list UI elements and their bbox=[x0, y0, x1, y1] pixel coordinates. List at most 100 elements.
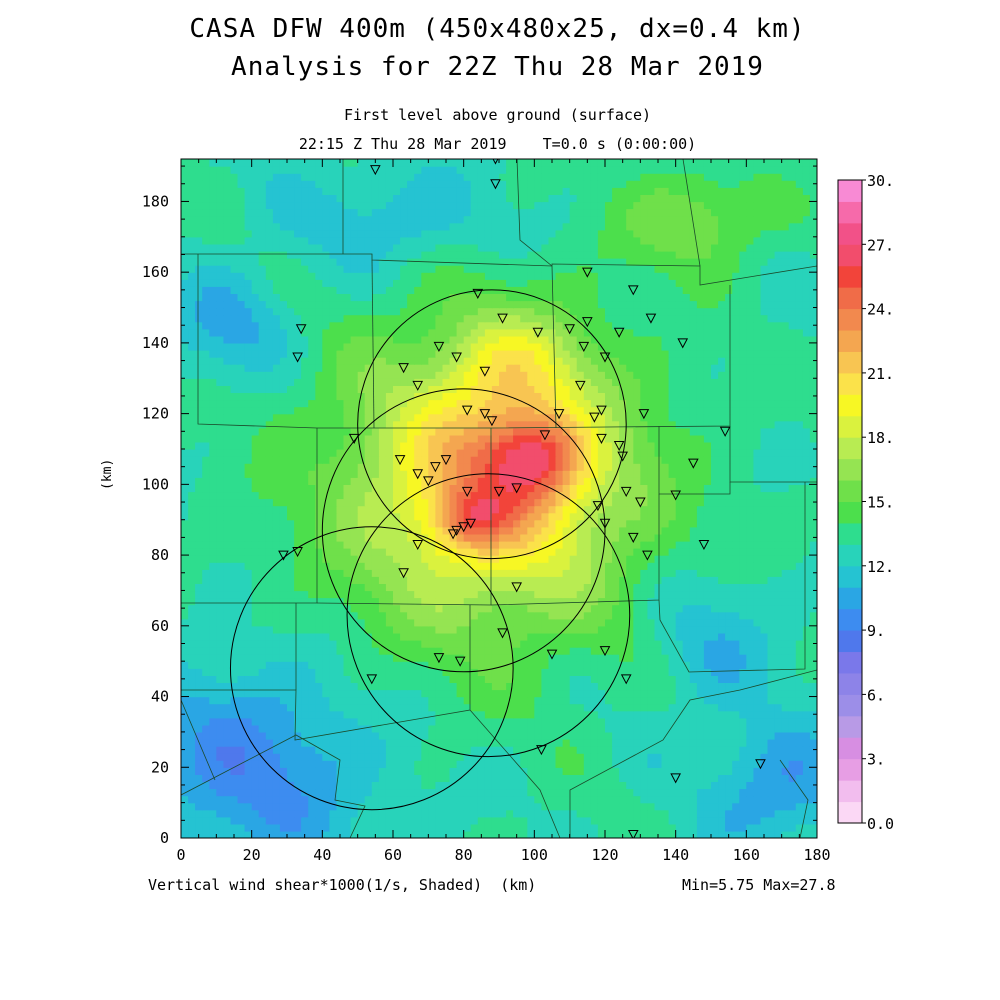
shear-field-cell bbox=[188, 668, 196, 676]
shear-field-cell bbox=[428, 512, 436, 521]
shear-field-cell bbox=[364, 696, 373, 705]
shear-field-cell bbox=[272, 498, 281, 507]
shear-field-cell bbox=[322, 470, 330, 478]
shear-field-cell bbox=[181, 661, 189, 669]
shear-field-cell bbox=[407, 555, 415, 563]
shear-field-cell bbox=[725, 823, 733, 832]
shear-field-cell bbox=[668, 449, 677, 457]
shear-field-cell bbox=[251, 540, 260, 549]
shear-field-cell bbox=[668, 611, 677, 620]
shear-field-cell bbox=[661, 583, 670, 592]
shear-field-cell bbox=[675, 512, 684, 521]
shear-field-cell bbox=[279, 767, 288, 775]
shear-field-cell bbox=[675, 505, 684, 514]
shear-field-cell bbox=[555, 618, 564, 627]
shear-field-cell bbox=[357, 830, 366, 838]
shear-field-cell bbox=[583, 526, 592, 535]
shear-field-cell bbox=[696, 830, 705, 838]
shear-field-cell bbox=[711, 753, 719, 761]
shear-field-cell bbox=[583, 491, 592, 500]
shear-field-cell bbox=[209, 463, 217, 471]
shear-field-cell bbox=[781, 498, 790, 507]
shear-field-cell bbox=[364, 484, 373, 493]
shear-field-cell bbox=[421, 647, 429, 655]
shear-field-cell bbox=[626, 618, 634, 627]
shear-field-cell bbox=[223, 491, 232, 500]
shear-field-cell bbox=[385, 449, 394, 457]
shear-field-cell bbox=[703, 689, 712, 698]
shear-field-cell bbox=[442, 795, 451, 804]
shear-field-cell bbox=[435, 519, 444, 528]
shear-field-cell bbox=[576, 661, 585, 669]
shear-field-cell bbox=[378, 618, 387, 627]
shear-field-cell bbox=[385, 583, 394, 592]
shear-field-cell bbox=[301, 512, 309, 521]
shear-field-cell bbox=[223, 625, 232, 634]
shear-field-cell bbox=[251, 526, 260, 535]
shear-field-cell bbox=[576, 625, 585, 634]
shear-field-cell bbox=[322, 753, 330, 761]
shear-field-cell bbox=[555, 463, 564, 471]
shear-field-cell bbox=[548, 682, 557, 691]
shear-field-cell bbox=[619, 753, 627, 761]
shear-field-cell bbox=[364, 555, 373, 563]
shear-field-cell bbox=[301, 604, 309, 613]
shear-field-cell bbox=[421, 668, 429, 676]
shear-field-cell bbox=[597, 739, 606, 747]
shear-field-cell bbox=[287, 583, 295, 592]
shear-field-cell bbox=[357, 710, 366, 719]
shear-field-cell bbox=[449, 470, 458, 478]
shear-field-cell bbox=[442, 484, 451, 493]
shear-field-cell bbox=[675, 788, 684, 797]
shear-field-cell bbox=[364, 717, 373, 726]
shear-field-cell bbox=[364, 746, 373, 754]
shear-field-cell bbox=[725, 724, 733, 733]
shear-field-cell bbox=[315, 441, 323, 450]
shear-field-cell bbox=[590, 640, 599, 648]
shear-field-cell bbox=[414, 689, 422, 698]
shear-field-cell bbox=[781, 625, 790, 634]
shear-field-cell bbox=[322, 795, 330, 804]
shear-field-cell bbox=[470, 710, 479, 719]
shear-field-cell bbox=[732, 682, 740, 691]
shear-field-cell bbox=[647, 823, 656, 832]
shear-field-cell bbox=[605, 823, 613, 832]
shear-field-cell bbox=[675, 809, 684, 818]
shear-field-cell bbox=[343, 583, 352, 592]
shear-field-cell bbox=[541, 625, 550, 634]
shear-field-cell bbox=[294, 498, 302, 507]
shear-field-cell bbox=[640, 753, 648, 761]
shear-field-cell bbox=[230, 647, 239, 655]
shear-field-cell bbox=[435, 661, 444, 669]
shear-field-cell bbox=[513, 562, 521, 570]
shear-field-cell bbox=[781, 661, 790, 669]
shear-field-cell bbox=[301, 583, 309, 592]
shear-field-cell bbox=[541, 668, 550, 676]
shear-field-cell bbox=[343, 505, 352, 514]
shear-field-cell bbox=[400, 449, 408, 457]
shear-field-cell bbox=[258, 788, 267, 797]
shear-field-cell bbox=[477, 519, 486, 528]
shear-field-cell bbox=[385, 533, 394, 542]
shear-field-cell bbox=[809, 795, 817, 804]
shear-field-cell bbox=[682, 477, 691, 485]
shear-field-cell bbox=[647, 555, 656, 563]
shear-field-cell bbox=[809, 654, 817, 662]
shear-field-cell bbox=[562, 739, 571, 747]
shear-field-cell bbox=[343, 668, 352, 676]
shear-field-cell bbox=[626, 682, 634, 691]
shear-field-cell bbox=[265, 555, 274, 563]
shear-field-cell bbox=[343, 654, 352, 662]
shear-field-cell bbox=[294, 618, 302, 627]
shear-field-cell bbox=[555, 739, 564, 747]
shear-field-cell bbox=[675, 632, 684, 641]
shear-field-cell bbox=[230, 548, 239, 556]
shear-field-cell bbox=[696, 675, 705, 683]
shear-field-cell bbox=[202, 830, 210, 838]
shear-field-cell bbox=[463, 640, 472, 648]
shear-field-cell bbox=[795, 731, 804, 740]
shear-field-cell bbox=[703, 576, 712, 584]
shear-field-cell bbox=[428, 505, 436, 514]
shear-field-cell bbox=[541, 647, 550, 655]
shear-field-cell bbox=[442, 512, 451, 521]
